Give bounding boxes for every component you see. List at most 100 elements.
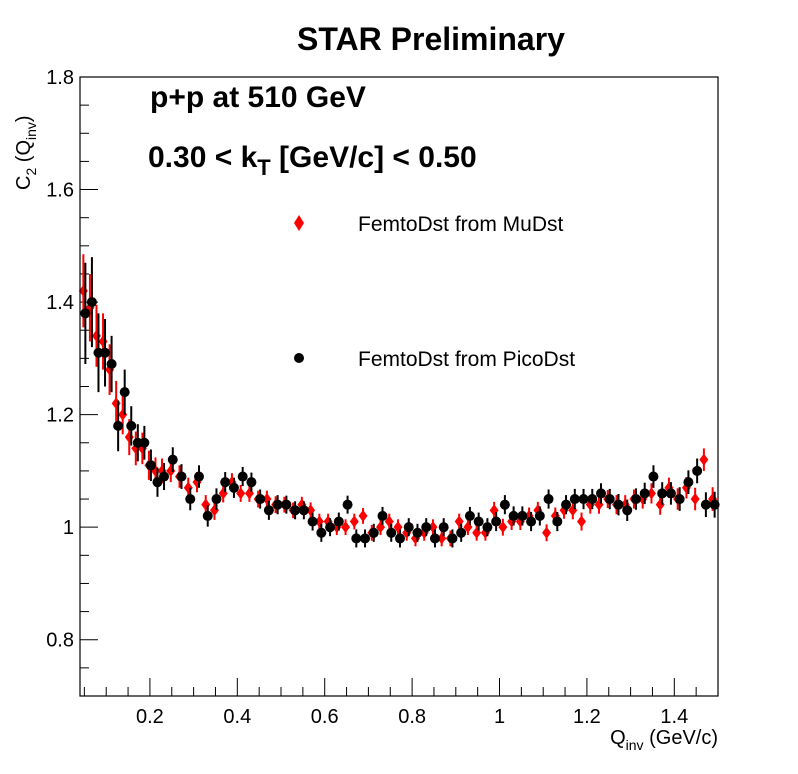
y-axis-label-main: C (13, 176, 35, 190)
data-point-mudst (699, 453, 709, 466)
data-point-picodst (700, 499, 711, 510)
x-tick-label: 0.8 (398, 706, 426, 728)
x-axis-label-main: Q (610, 727, 626, 749)
legend-marker-mudst (294, 215, 304, 231)
data-point-picodst (255, 494, 266, 505)
data-point-picodst (298, 505, 309, 516)
data-point-mudst (577, 515, 587, 528)
data-point-picodst (325, 522, 336, 533)
data-point-picodst (80, 308, 91, 319)
data-point-picodst (202, 510, 213, 521)
data-point-picodst (569, 494, 580, 505)
data-point-picodst (272, 499, 283, 510)
data-point-picodst (552, 516, 563, 527)
data-point-picodst (578, 494, 589, 505)
x-tick-label: 1.4 (660, 706, 688, 728)
data-point-picodst (473, 516, 484, 527)
data-point-picodst (604, 494, 615, 505)
data-point-mudst (118, 408, 128, 421)
data-layer (78, 254, 720, 548)
x-tick-label: 0.4 (223, 706, 251, 728)
data-point-picodst (167, 454, 178, 465)
y-tick-label: 1.2 (46, 405, 74, 427)
data-point-mudst (341, 521, 351, 534)
kt-annotation-suffix: [GeV/c] < 0.50 (271, 141, 477, 174)
data-point-mudst (690, 493, 700, 506)
data-point-picodst (491, 516, 502, 527)
data-point-picodst (657, 488, 668, 499)
data-point-picodst (692, 465, 703, 476)
data-point-picodst (86, 297, 97, 308)
data-point-picodst (139, 437, 150, 448)
legend-marker-picodst (294, 353, 304, 363)
data-point-picodst (596, 488, 607, 499)
data-point-picodst (683, 477, 694, 488)
data-point-mudst (489, 504, 499, 517)
data-point-picodst (543, 494, 554, 505)
data-point-mudst (646, 487, 656, 500)
x-tick-label: 0.2 (136, 706, 164, 728)
legend-label-mudst: FemtoDst from MuDst (358, 213, 564, 236)
data-point-mudst (201, 498, 211, 511)
y-axis-label: C2 (Qinv) (13, 115, 39, 190)
data-point-picodst (368, 527, 379, 538)
x-tick-label: 1 (494, 706, 505, 728)
data-point-picodst (176, 471, 187, 482)
data-point-picodst (211, 494, 222, 505)
y-axis-label-open: (Q (13, 140, 35, 168)
data-point-picodst (281, 499, 292, 510)
kt-annotation: 0.30 < kT [GeV/c] < 0.50 (148, 141, 477, 180)
data-point-picodst (674, 494, 685, 505)
chart-title: STAR Preliminary (297, 21, 565, 57)
data-point-picodst (351, 533, 362, 544)
data-point-picodst (145, 460, 156, 471)
data-point-mudst (183, 481, 193, 494)
data-point-picodst (648, 471, 659, 482)
data-point-picodst (377, 510, 388, 521)
x-axis-label: Qinv (GeV/c) (610, 727, 718, 753)
data-point-picodst (438, 522, 449, 533)
data-point-picodst (263, 505, 274, 516)
data-point-picodst (482, 522, 493, 533)
y-tick-label: 1.6 (46, 180, 74, 202)
data-point-picodst (421, 522, 432, 533)
data-point-picodst (290, 505, 301, 516)
data-point-picodst (499, 499, 510, 510)
data-point-picodst (106, 358, 117, 369)
data-point-picodst (517, 510, 528, 521)
x-tick-label: 0.6 (311, 706, 339, 728)
data-point-mudst (111, 397, 121, 410)
kt-annotation-sub: T (257, 155, 271, 180)
y-tick-label: 1.8 (46, 67, 74, 89)
y-axis-label-close: ) (13, 115, 35, 122)
data-point-picodst (220, 477, 231, 488)
system-annotation: p+p at 510 GeV (150, 81, 366, 114)
data-point-mudst (472, 526, 482, 539)
legend-label-picodst: FemtoDst from PicoDst (358, 348, 575, 371)
data-point-picodst (412, 527, 423, 538)
data-point-picodst (126, 420, 137, 431)
y-tick-label: 1 (63, 517, 74, 539)
y-tick-label: 1.4 (46, 292, 74, 314)
data-point-mudst (124, 431, 134, 444)
data-point-mudst (454, 515, 464, 528)
data-point-mudst (244, 487, 254, 500)
data-point-picodst (228, 482, 239, 493)
plot-frame (79, 76, 719, 697)
x-axis-label-rest: (GeV/c) (644, 727, 718, 749)
data-point-picodst (152, 477, 163, 488)
data-point-picodst (316, 527, 327, 538)
data-point-picodst (622, 505, 633, 516)
data-point-picodst (386, 527, 397, 538)
data-point-picodst (464, 510, 475, 521)
data-point-mudst (498, 521, 508, 534)
data-point-mudst (655, 498, 665, 511)
data-point-picodst (237, 471, 248, 482)
data-point-picodst (360, 533, 371, 544)
data-point-picodst (395, 533, 405, 544)
series-picodst (80, 257, 720, 548)
kt-annotation-prefix: 0.30 < k (148, 141, 258, 174)
data-point-picodst (709, 499, 720, 510)
data-point-picodst (185, 494, 196, 505)
